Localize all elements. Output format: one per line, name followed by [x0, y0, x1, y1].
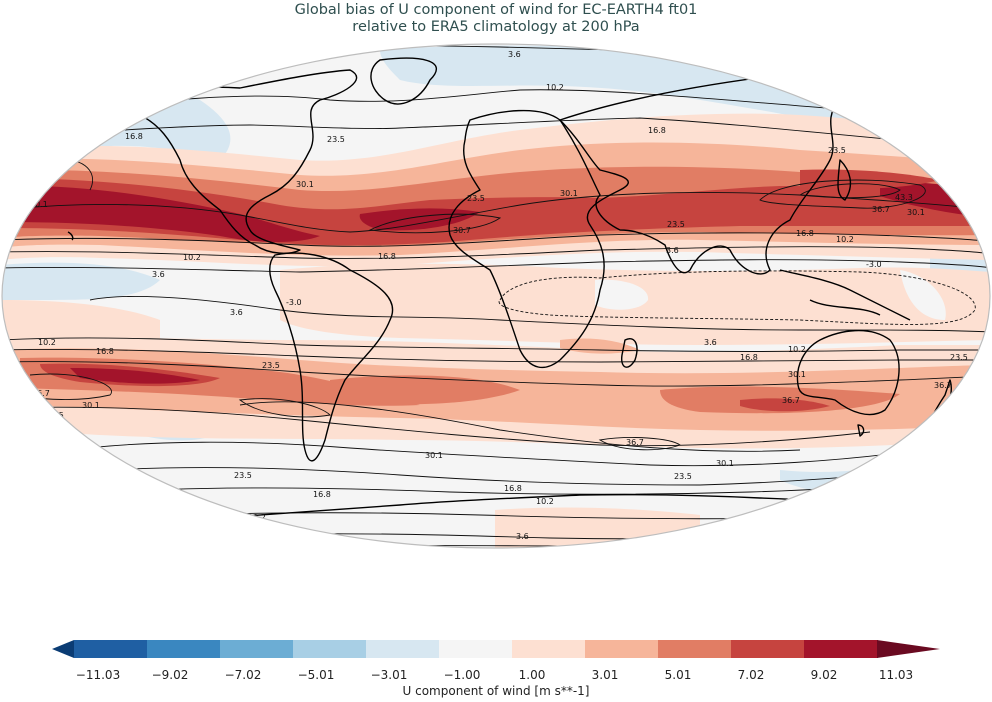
colorbar-extend-high	[877, 640, 940, 658]
svg-text:36.7: 36.7	[48, 164, 66, 173]
colorbar-segment	[74, 640, 148, 658]
colorbar-tick: 1.00	[518, 668, 546, 682]
svg-text:10.2: 10.2	[536, 497, 554, 506]
colorbar-segment	[658, 640, 732, 658]
colorbar-segment	[512, 640, 586, 658]
svg-text:36.7: 36.7	[934, 381, 952, 390]
svg-text:3.6: 3.6	[230, 308, 243, 317]
svg-text:30.1: 30.1	[30, 200, 48, 209]
svg-text:3.6: 3.6	[152, 270, 165, 279]
svg-text:23.5: 23.5	[912, 436, 930, 445]
colorbar-tick: −7.02	[224, 668, 262, 682]
svg-text:30.1: 30.1	[425, 451, 443, 460]
svg-text:23.5: 23.5	[467, 194, 485, 203]
svg-text:36.7: 36.7	[626, 438, 644, 447]
svg-text:16.8: 16.8	[648, 126, 666, 135]
colorbar-tick: 7.02	[737, 668, 765, 682]
svg-text:16.8: 16.8	[125, 132, 143, 141]
colorbar-tick: −3.01	[370, 668, 408, 682]
svg-text:23.5: 23.5	[262, 361, 280, 370]
colorbar-segment	[366, 640, 440, 658]
svg-text:23.5: 23.5	[327, 135, 345, 144]
svg-text:16.8: 16.8	[313, 490, 331, 499]
svg-text:3.6: 3.6	[508, 50, 521, 59]
svg-text:3.6: 3.6	[516, 532, 529, 541]
svg-text:30.1: 30.1	[907, 208, 925, 217]
neutral-west-pacific	[900, 270, 946, 320]
colorbar-segment	[220, 640, 294, 658]
svg-text:-3.0: -3.0	[866, 260, 882, 269]
colorbar-tick: −11.03	[75, 668, 121, 682]
svg-text:16.8: 16.8	[96, 347, 114, 356]
world-map: 3.6 3.6 10.2 3.6 10.2 16.8 16.8 23.5 23.…	[1, 43, 991, 552]
svg-text:16.8: 16.8	[740, 353, 758, 362]
svg-text:10.2: 10.2	[836, 235, 854, 244]
colorbar-segment	[439, 640, 513, 658]
svg-text:3.6: 3.6	[380, 543, 393, 552]
colorbar-tick: −5.01	[297, 668, 335, 682]
svg-text:36.7: 36.7	[782, 396, 800, 405]
colorbar-tick: 11.03	[878, 668, 914, 682]
colorbar-segment	[147, 640, 221, 658]
svg-text:10.2: 10.2	[546, 83, 564, 92]
svg-text:3.6: 3.6	[835, 87, 848, 96]
colorbar	[52, 640, 940, 658]
svg-text:16.8: 16.8	[378, 252, 396, 261]
svg-text:30.7: 30.7	[453, 226, 471, 235]
positive-bias-nh-jet	[2, 113, 990, 267]
svg-text:10.2: 10.2	[788, 345, 806, 354]
svg-text:23.5: 23.5	[828, 146, 846, 155]
colorbar-tick: 9.02	[810, 668, 838, 682]
colorbar-tick: −9.02	[151, 668, 189, 682]
positive-bias-antarctic	[495, 507, 700, 548]
svg-text:3.6: 3.6	[704, 338, 717, 347]
svg-text:-3.0: -3.0	[286, 298, 302, 307]
chart-title-line1: Global bias of U component of wind for E…	[294, 2, 698, 18]
svg-text:16.8: 16.8	[504, 484, 522, 493]
colorbar-tick: 3.01	[591, 668, 619, 682]
positive-bias-sh-jet	[2, 337, 990, 449]
svg-text:30.1: 30.1	[82, 401, 100, 410]
svg-text:36.7: 36.7	[872, 205, 890, 214]
svg-text:43.3: 43.3	[895, 193, 913, 202]
svg-text:23.5: 23.5	[667, 220, 685, 229]
map-boundary	[1, 43, 991, 549]
colorbar-extend-low	[52, 640, 74, 658]
svg-text:16.8: 16.8	[796, 229, 814, 238]
colorbar-tick: −1.00	[443, 668, 481, 682]
svg-text:10.2: 10.2	[38, 338, 56, 347]
colorbar-label: U component of wind [m s**-1]	[402, 684, 590, 698]
svg-text:23.5: 23.5	[674, 472, 692, 481]
svg-text:30.1: 30.1	[296, 180, 314, 189]
colorbar-segment	[293, 640, 367, 658]
svg-text:10.2: 10.2	[104, 122, 122, 131]
svg-text:23.5: 23.5	[234, 471, 252, 480]
colorbar-segment	[585, 640, 659, 658]
svg-text:3.6: 3.6	[666, 246, 679, 255]
colorbar-segment	[804, 640, 878, 658]
neutral-east-africa	[595, 279, 649, 310]
svg-text:10.2: 10.2	[183, 253, 201, 262]
svg-text:30.1: 30.1	[560, 189, 578, 198]
chart-title-line2: relative to ERA5 climatology at 200 hPa	[352, 19, 640, 35]
colorbar-tick: 5.01	[664, 668, 692, 682]
svg-text:23.5: 23.5	[950, 353, 968, 362]
svg-text:30.1: 30.1	[716, 459, 734, 468]
colorbar-segment	[731, 640, 805, 658]
svg-text:30.1: 30.1	[788, 370, 806, 379]
svg-text:3.6: 3.6	[230, 47, 243, 56]
